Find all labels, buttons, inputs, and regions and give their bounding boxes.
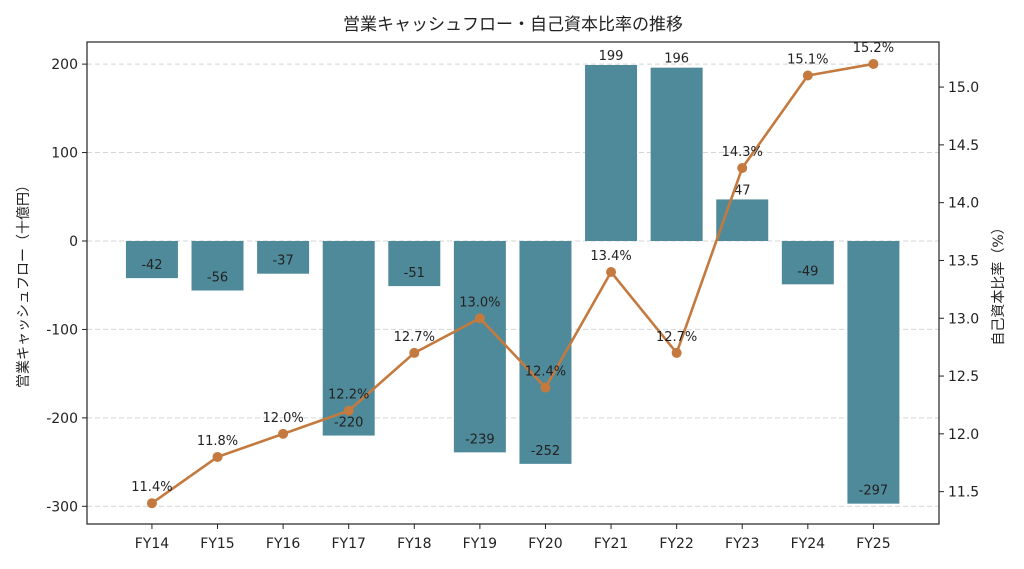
bar-FY18 xyxy=(388,240,441,287)
bar-FY17 xyxy=(322,240,375,436)
right-axis-label: 自己資本比率（%） xyxy=(990,220,1007,345)
bar-FY24 xyxy=(781,240,834,285)
point-FY24 xyxy=(802,70,813,81)
left-tick-label: -100 xyxy=(46,322,78,338)
right-axis-ticks: 15.0 14.5 14.0 13.5 13.0 12.5 12.0 11.5 xyxy=(939,80,979,501)
x-tick-label: FY23 xyxy=(725,536,759,552)
bar-series xyxy=(125,64,900,504)
bar-FY15 xyxy=(191,240,244,291)
x-tick-label: FY17 xyxy=(331,536,365,552)
point-label: 13.4% xyxy=(590,249,631,264)
bar-label: -49 xyxy=(797,264,818,279)
right-tick-label: 15.0 xyxy=(948,80,979,96)
x-tick-label: FY15 xyxy=(200,536,234,552)
x-tick-label: FY20 xyxy=(528,536,562,552)
chart-title: 営業キャッシュフロー・自己資本比率の推移 xyxy=(343,15,683,35)
bar-FY19 xyxy=(453,240,506,453)
bar-FY25 xyxy=(847,240,900,504)
x-tick-label: FY18 xyxy=(397,536,431,552)
right-tick-label: 13.0 xyxy=(948,311,979,327)
point-FY21 xyxy=(606,267,617,278)
bar-label: -56 xyxy=(207,271,228,286)
point-label: 13.0% xyxy=(459,295,500,310)
bar-label: -220 xyxy=(334,416,364,431)
bar-label: -51 xyxy=(404,266,425,281)
bar-label: -252 xyxy=(531,444,561,459)
left-tick-label: -200 xyxy=(46,411,78,427)
right-tick-label: 14.0 xyxy=(948,196,979,212)
bar-label: 196 xyxy=(664,52,689,67)
x-tick-label: FY19 xyxy=(463,536,497,552)
bar-label: -297 xyxy=(859,484,889,499)
point-FY23 xyxy=(737,162,748,173)
point-FY25 xyxy=(868,58,879,69)
point-label: 12.0% xyxy=(262,411,303,426)
bar-FY20 xyxy=(519,240,572,464)
bar-FY14 xyxy=(125,240,178,279)
point-label: 15.1% xyxy=(787,53,828,68)
point-FY15 xyxy=(212,451,223,462)
x-tick-label: FY14 xyxy=(135,536,170,552)
bar-label: -239 xyxy=(465,432,495,447)
right-tick-label: 12.0 xyxy=(948,427,979,443)
right-tick-label: 11.5 xyxy=(948,485,979,501)
point-label: 12.2% xyxy=(328,388,369,403)
x-tick-label: FY22 xyxy=(659,536,693,552)
left-tick-label: 200 xyxy=(51,57,78,73)
point-label: 15.2% xyxy=(853,41,894,56)
bar-label: 47 xyxy=(734,183,751,198)
point-label: 11.8% xyxy=(197,434,238,449)
bar-labels: -42 -56 -37 -220 -51 -239 -252 199 196 47 -49 -297 xyxy=(141,49,888,499)
right-tick-label: 14.5 xyxy=(948,138,979,154)
x-tick-label: FY24 xyxy=(791,536,826,552)
left-axis-ticks: 200 100 0 -100 -200 -300 xyxy=(46,57,87,515)
grid-lines xyxy=(87,63,939,507)
point-label: 12.4% xyxy=(525,365,566,380)
x-tick-label: FY16 xyxy=(266,536,301,552)
point-FY16 xyxy=(278,428,289,439)
bar-label: -42 xyxy=(141,258,162,273)
point-FY18 xyxy=(409,347,420,358)
point-FY19 xyxy=(474,313,485,324)
bar-label: -37 xyxy=(272,254,293,269)
point-label: 11.4% xyxy=(131,480,172,495)
left-tick-label: 0 xyxy=(69,234,78,250)
point-FY14 xyxy=(146,498,157,509)
x-tick-label: FY21 xyxy=(594,536,628,552)
line-labels: 11.4% 11.8% 12.0% 12.2% 12.7% 13.0% 12.4% 13.4%… xyxy=(131,41,894,495)
equity-ratio-line xyxy=(151,62,874,505)
bar-FY22 xyxy=(650,67,703,241)
plot-frame xyxy=(86,41,940,525)
bar-FY21 xyxy=(585,64,638,241)
point-FY17 xyxy=(343,405,354,416)
x-axis-ticks: FY14 FY15 FY16 FY17 FY18 FY19 FY20 FY21 FY22 FY23… xyxy=(135,524,891,552)
line-series xyxy=(146,58,879,509)
left-tick-label: 100 xyxy=(51,146,78,162)
left-tick-label: -300 xyxy=(46,499,78,515)
point-FY22 xyxy=(671,347,682,358)
right-tick-label: 13.5 xyxy=(948,253,979,269)
left-axis-label: 営業キャッシュフロー（十億円） xyxy=(16,178,32,388)
point-label: 12.7% xyxy=(656,330,697,345)
point-FY20 xyxy=(540,382,551,393)
right-tick-label: 12.5 xyxy=(948,369,979,385)
bar-FY16 xyxy=(257,240,310,274)
point-label: 14.3% xyxy=(722,145,763,160)
point-label: 12.7% xyxy=(394,330,435,345)
bar-label: 199 xyxy=(599,49,624,64)
x-tick-label: FY25 xyxy=(856,536,890,552)
